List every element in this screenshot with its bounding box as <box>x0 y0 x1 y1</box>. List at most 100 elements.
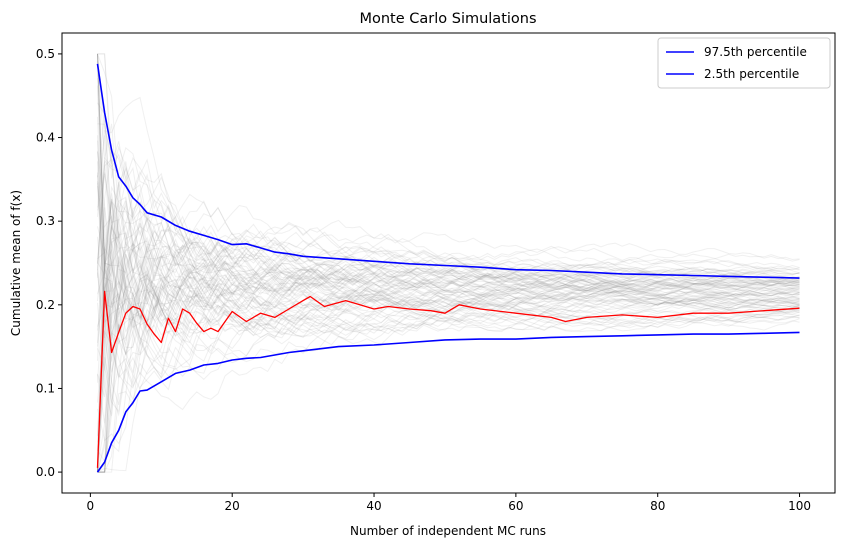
simulation-path <box>97 241 800 443</box>
simulation-path <box>97 203 800 473</box>
legend-box <box>657 37 831 89</box>
simulation-path <box>97 226 800 473</box>
simulation-path <box>97 248 800 436</box>
simulation-path <box>97 151 800 311</box>
simulation-path <box>97 237 800 473</box>
simulation-path <box>97 264 800 371</box>
legend: 97.5th percentile 2.5th percentile <box>657 37 831 89</box>
simulation-path <box>97 247 800 383</box>
x-tick-label: 20 <box>225 499 240 513</box>
plot-frame <box>61 32 836 494</box>
simulation-path <box>97 200 800 473</box>
simulation-path <box>97 140 800 321</box>
simulation-path <box>97 265 800 473</box>
y-tick-label: 0.3 <box>36 214 55 228</box>
simulation-path <box>97 53 800 314</box>
y-tick-label: 0.5 <box>36 47 55 61</box>
simulation-path <box>97 230 800 473</box>
x-tick-label: 100 <box>788 499 811 513</box>
simulation-path <box>97 256 800 405</box>
y-tick-label: 0.1 <box>36 381 55 395</box>
simulation-path <box>97 149 800 343</box>
simulation-path <box>97 260 800 335</box>
simulation-path <box>97 185 800 368</box>
simulation-path <box>97 280 800 473</box>
simulation-path <box>97 61 800 305</box>
simulation-path <box>97 253 800 473</box>
simulation-path <box>97 161 800 317</box>
simulation-path <box>97 231 800 473</box>
simulation-path <box>97 275 800 445</box>
simulation-path <box>97 193 800 473</box>
simulation-path <box>97 135 800 341</box>
simulation-path <box>97 53 800 305</box>
simulation-path <box>97 242 800 334</box>
simulation-path <box>97 225 800 338</box>
simulation-path <box>97 53 800 329</box>
x-axis: 0 20 40 60 80 100 <box>87 493 811 513</box>
series-line-sample-simulation <box>96 290 800 468</box>
simulation-path <box>97 182 800 356</box>
simulation-path <box>97 53 800 337</box>
simulation-path <box>97 135 800 330</box>
simulation-path <box>97 274 800 424</box>
x-tick-label: 80 <box>650 499 665 513</box>
simulation-path <box>97 252 800 473</box>
simulation-path <box>97 197 800 473</box>
simulation-path <box>97 264 800 473</box>
simulation-path <box>97 198 800 311</box>
simulation-path <box>97 250 800 473</box>
simulation-path <box>97 172 800 342</box>
simulation-path <box>97 96 800 311</box>
legend-label: 2.5th percentile <box>704 67 799 81</box>
series-line-97-5th-percentile <box>96 63 800 279</box>
legend-label: 97.5th percentile <box>704 45 807 59</box>
simulation-path <box>97 167 800 305</box>
simulation-path <box>97 161 800 356</box>
simulation-path <box>97 53 800 286</box>
y-tick-label: 0.0 <box>36 465 55 479</box>
x-tick-label: 40 <box>366 499 381 513</box>
simulation-path <box>97 147 800 292</box>
simulation-path <box>97 53 800 318</box>
simulation-path <box>97 235 800 473</box>
simulation-path <box>97 85 800 375</box>
simulation-path <box>97 200 800 331</box>
simulation-path <box>97 102 800 313</box>
series-line-2-5th-percentile <box>96 331 800 473</box>
x-axis-label: Number of independent MC runs <box>350 524 546 538</box>
simulation-path <box>97 181 800 323</box>
simulation-path <box>97 256 800 473</box>
x-tick-label: 0 <box>87 499 95 513</box>
simulation-path <box>97 244 800 403</box>
chart-title: Monte Carlo Simulations <box>359 11 536 27</box>
simulation-path <box>97 273 800 416</box>
simulation-path <box>97 78 800 341</box>
simulation-path <box>97 165 800 338</box>
simulation-path <box>97 217 800 362</box>
y-axis-label: Cumulative mean of f(x) <box>9 190 23 336</box>
simulation-path <box>97 207 800 361</box>
simulation-path <box>97 248 800 473</box>
simulation-path <box>97 53 800 284</box>
simulation-path <box>97 291 800 473</box>
y-tick-label: 0.4 <box>36 131 55 145</box>
simulation-path <box>97 247 800 473</box>
simulation-path <box>97 150 800 328</box>
simulation-path <box>97 116 800 295</box>
simulation-path <box>97 262 800 451</box>
y-axis: 0.0 0.1 0.2 0.3 0.4 0.5 <box>36 47 62 479</box>
y-tick-label: 0.2 <box>36 298 55 312</box>
simulation-path <box>97 252 800 473</box>
x-tick-label: 60 <box>508 499 523 513</box>
simulation-path <box>97 115 800 321</box>
simulation-path <box>97 53 800 386</box>
simulation-path <box>97 283 800 473</box>
series-lines <box>96 63 800 473</box>
simulation-path <box>97 53 800 354</box>
simulation-path <box>97 161 800 473</box>
simulation-path <box>97 236 800 373</box>
simulation-path <box>97 266 800 463</box>
